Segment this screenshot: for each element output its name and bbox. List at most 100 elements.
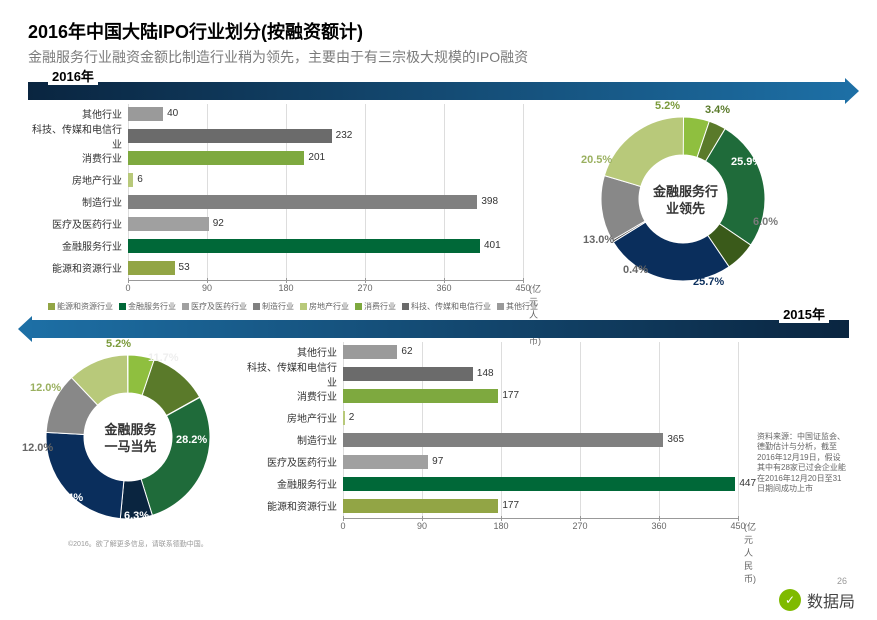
bar-row: 房地产行业2 (243, 408, 788, 428)
donut-pct-label: 12.0% (30, 382, 61, 394)
bar-value: 447 (735, 477, 756, 491)
donut-center-text: 金融服务一马当先 (104, 422, 156, 456)
tick-label: 360 (436, 283, 451, 293)
bar-value: 2 (345, 411, 355, 425)
legend-2016: 能源和资源行业金融服务行业医疗及医药行业制造行业房地产行业消费行业科技、传媒和电… (48, 301, 849, 312)
bar-fill (343, 345, 397, 359)
legend-item: 房地产行业 (300, 301, 349, 312)
wechat-icon: ✓ (779, 589, 801, 611)
tick-label: 90 (417, 521, 427, 531)
bar-category: 能源和资源行业 (28, 260, 128, 275)
bar-row: 能源和资源行业177 (243, 496, 788, 516)
tick-label: 0 (340, 521, 345, 531)
legend-item: 医疗及医药行业 (182, 301, 247, 312)
bar-category: 其他行业 (243, 344, 343, 359)
donut-pct-label: 0.4% (623, 264, 648, 276)
year-2015-label: 2015年 (779, 304, 829, 323)
tick-label: 360 (651, 521, 666, 531)
legend-item: 金融服务行业 (119, 301, 176, 312)
bar-fill (343, 477, 735, 491)
bar-category: 制造行业 (28, 194, 128, 209)
bar-value: 148 (473, 367, 494, 381)
bar-category: 房地产行业 (28, 172, 128, 187)
bar-value: 365 (663, 433, 684, 447)
bar-category: 医疗及医药行业 (243, 454, 343, 469)
donut-pct-label: 28.2% (176, 434, 207, 446)
bar-fill (128, 129, 332, 143)
bar-row: 房地产行业 6 (28, 170, 573, 190)
bar-value: 232 (332, 129, 353, 143)
legend-swatch (48, 303, 55, 310)
bar-category: 科技、传媒和电信行业 (28, 121, 128, 151)
bar-row: 科技、传媒和电信行业148 (243, 364, 788, 384)
donut-pct-label: 25.9% (731, 156, 762, 168)
bar-value: 97 (428, 455, 443, 469)
donut-pct-label: 12.0% (22, 442, 53, 454)
bar-value: 53 (175, 261, 190, 275)
brand-text: 数据局 (807, 588, 855, 612)
tick-label: 90 (202, 283, 212, 293)
year-2016-label: 2016年 (48, 66, 98, 85)
bar-fill (128, 195, 477, 209)
page-number: 26 (837, 576, 847, 586)
bar-fill (128, 107, 163, 121)
donut-pct-label: 3.4% (705, 104, 730, 116)
legend-swatch (253, 303, 260, 310)
donut-pct-label: 5.2% (655, 100, 680, 112)
legend-item: 制造行业 (253, 301, 294, 312)
tick-label: 180 (278, 283, 293, 293)
donut-pct-label: 20.5% (581, 154, 612, 166)
bar-category: 制造行业 (243, 432, 343, 447)
source-note: 资料来源：中国证监会、德勤估计与分析，截至2016年12月19日，假设其中有28… (757, 432, 847, 494)
bar-row: 消费行业201 (28, 148, 573, 168)
bar-value: 6 (133, 173, 143, 187)
legend-swatch (300, 303, 307, 310)
tick-label: 270 (357, 283, 372, 293)
bar-value: 62 (397, 345, 412, 359)
donut-pct-label: 6.0% (753, 216, 778, 228)
bar-row: 医疗及医药行业 97 (243, 452, 788, 472)
bar-row: 金融服务行业 447 (243, 474, 788, 494)
bar-category: 金融服务行业 (243, 476, 343, 491)
donut-pct-label: 13.0% (583, 234, 614, 246)
barchart-2016: 其他行业40科技、传媒和电信行业232消费行业201房地产行业6制造行业398医… (28, 104, 573, 299)
bar-value: 398 (477, 195, 498, 209)
brand-watermark: ✓ 数据局 (779, 588, 855, 612)
bar-row: 制造行业 398 (28, 192, 573, 212)
axis-unit: (亿元人民币) (744, 520, 756, 585)
copyright-footnote: ©2016。欲了解更多信息，请联系德勤中国。 (68, 539, 849, 549)
donut-2015: 金融服务一马当先5.2%11.7%28.2%6.3%24.4%12.0%12.0… (28, 342, 233, 537)
bar-row: 科技、传媒和电信行业232 (28, 126, 573, 146)
legend-swatch (119, 303, 126, 310)
legend-item: 消费行业 (355, 301, 396, 312)
bar-category: 金融服务行业 (28, 238, 128, 253)
section-2015: 金融服务一马当先5.2%11.7%28.2%6.3%24.4%12.0%12.0… (28, 342, 849, 537)
bar-category: 房地产行业 (243, 410, 343, 425)
tick-label: 180 (493, 521, 508, 531)
bar-fill (128, 261, 175, 275)
donut-pct-label: 11.7% (148, 352, 179, 364)
section-2016: 其他行业40科技、传媒和电信行业232消费行业201房地产行业6制造行业398医… (28, 104, 849, 299)
donut-pct-label: 5.2% (106, 338, 131, 350)
bar-category: 其他行业 (28, 106, 128, 121)
bar-value: 40 (163, 107, 178, 121)
bar-category: 能源和资源行业 (243, 498, 343, 513)
donut-slice (604, 117, 683, 186)
bar-fill (128, 239, 480, 253)
bar-fill (343, 455, 428, 469)
page-subtitle: 金融服务行业融资金额比制造行业稍为领先，主要由于有三宗极大规模的IPO融资 (28, 48, 849, 68)
bar-row: 医疗及医药行业92 (28, 214, 573, 234)
legend-item: 能源和资源行业 (48, 301, 113, 312)
legend-swatch (402, 303, 409, 310)
bar-row: 能源和资源行业 53 (28, 258, 573, 278)
bar-fill (128, 151, 304, 165)
donut-slice (141, 397, 210, 515)
barchart-2015: 其他行业62科技、传媒和电信行业148消费行业177房地产行业2制造行业365医… (243, 342, 788, 537)
legend-item: 科技、传媒和电信行业 (402, 301, 491, 312)
bar-value: 92 (209, 217, 224, 231)
donut-center-text: 金融服务行业领先 (653, 184, 718, 218)
bar-fill (343, 367, 473, 381)
bar-fill (343, 499, 498, 513)
arrow-2016: 2016年 (28, 82, 849, 100)
bar-row: 消费行业177 (243, 386, 788, 406)
